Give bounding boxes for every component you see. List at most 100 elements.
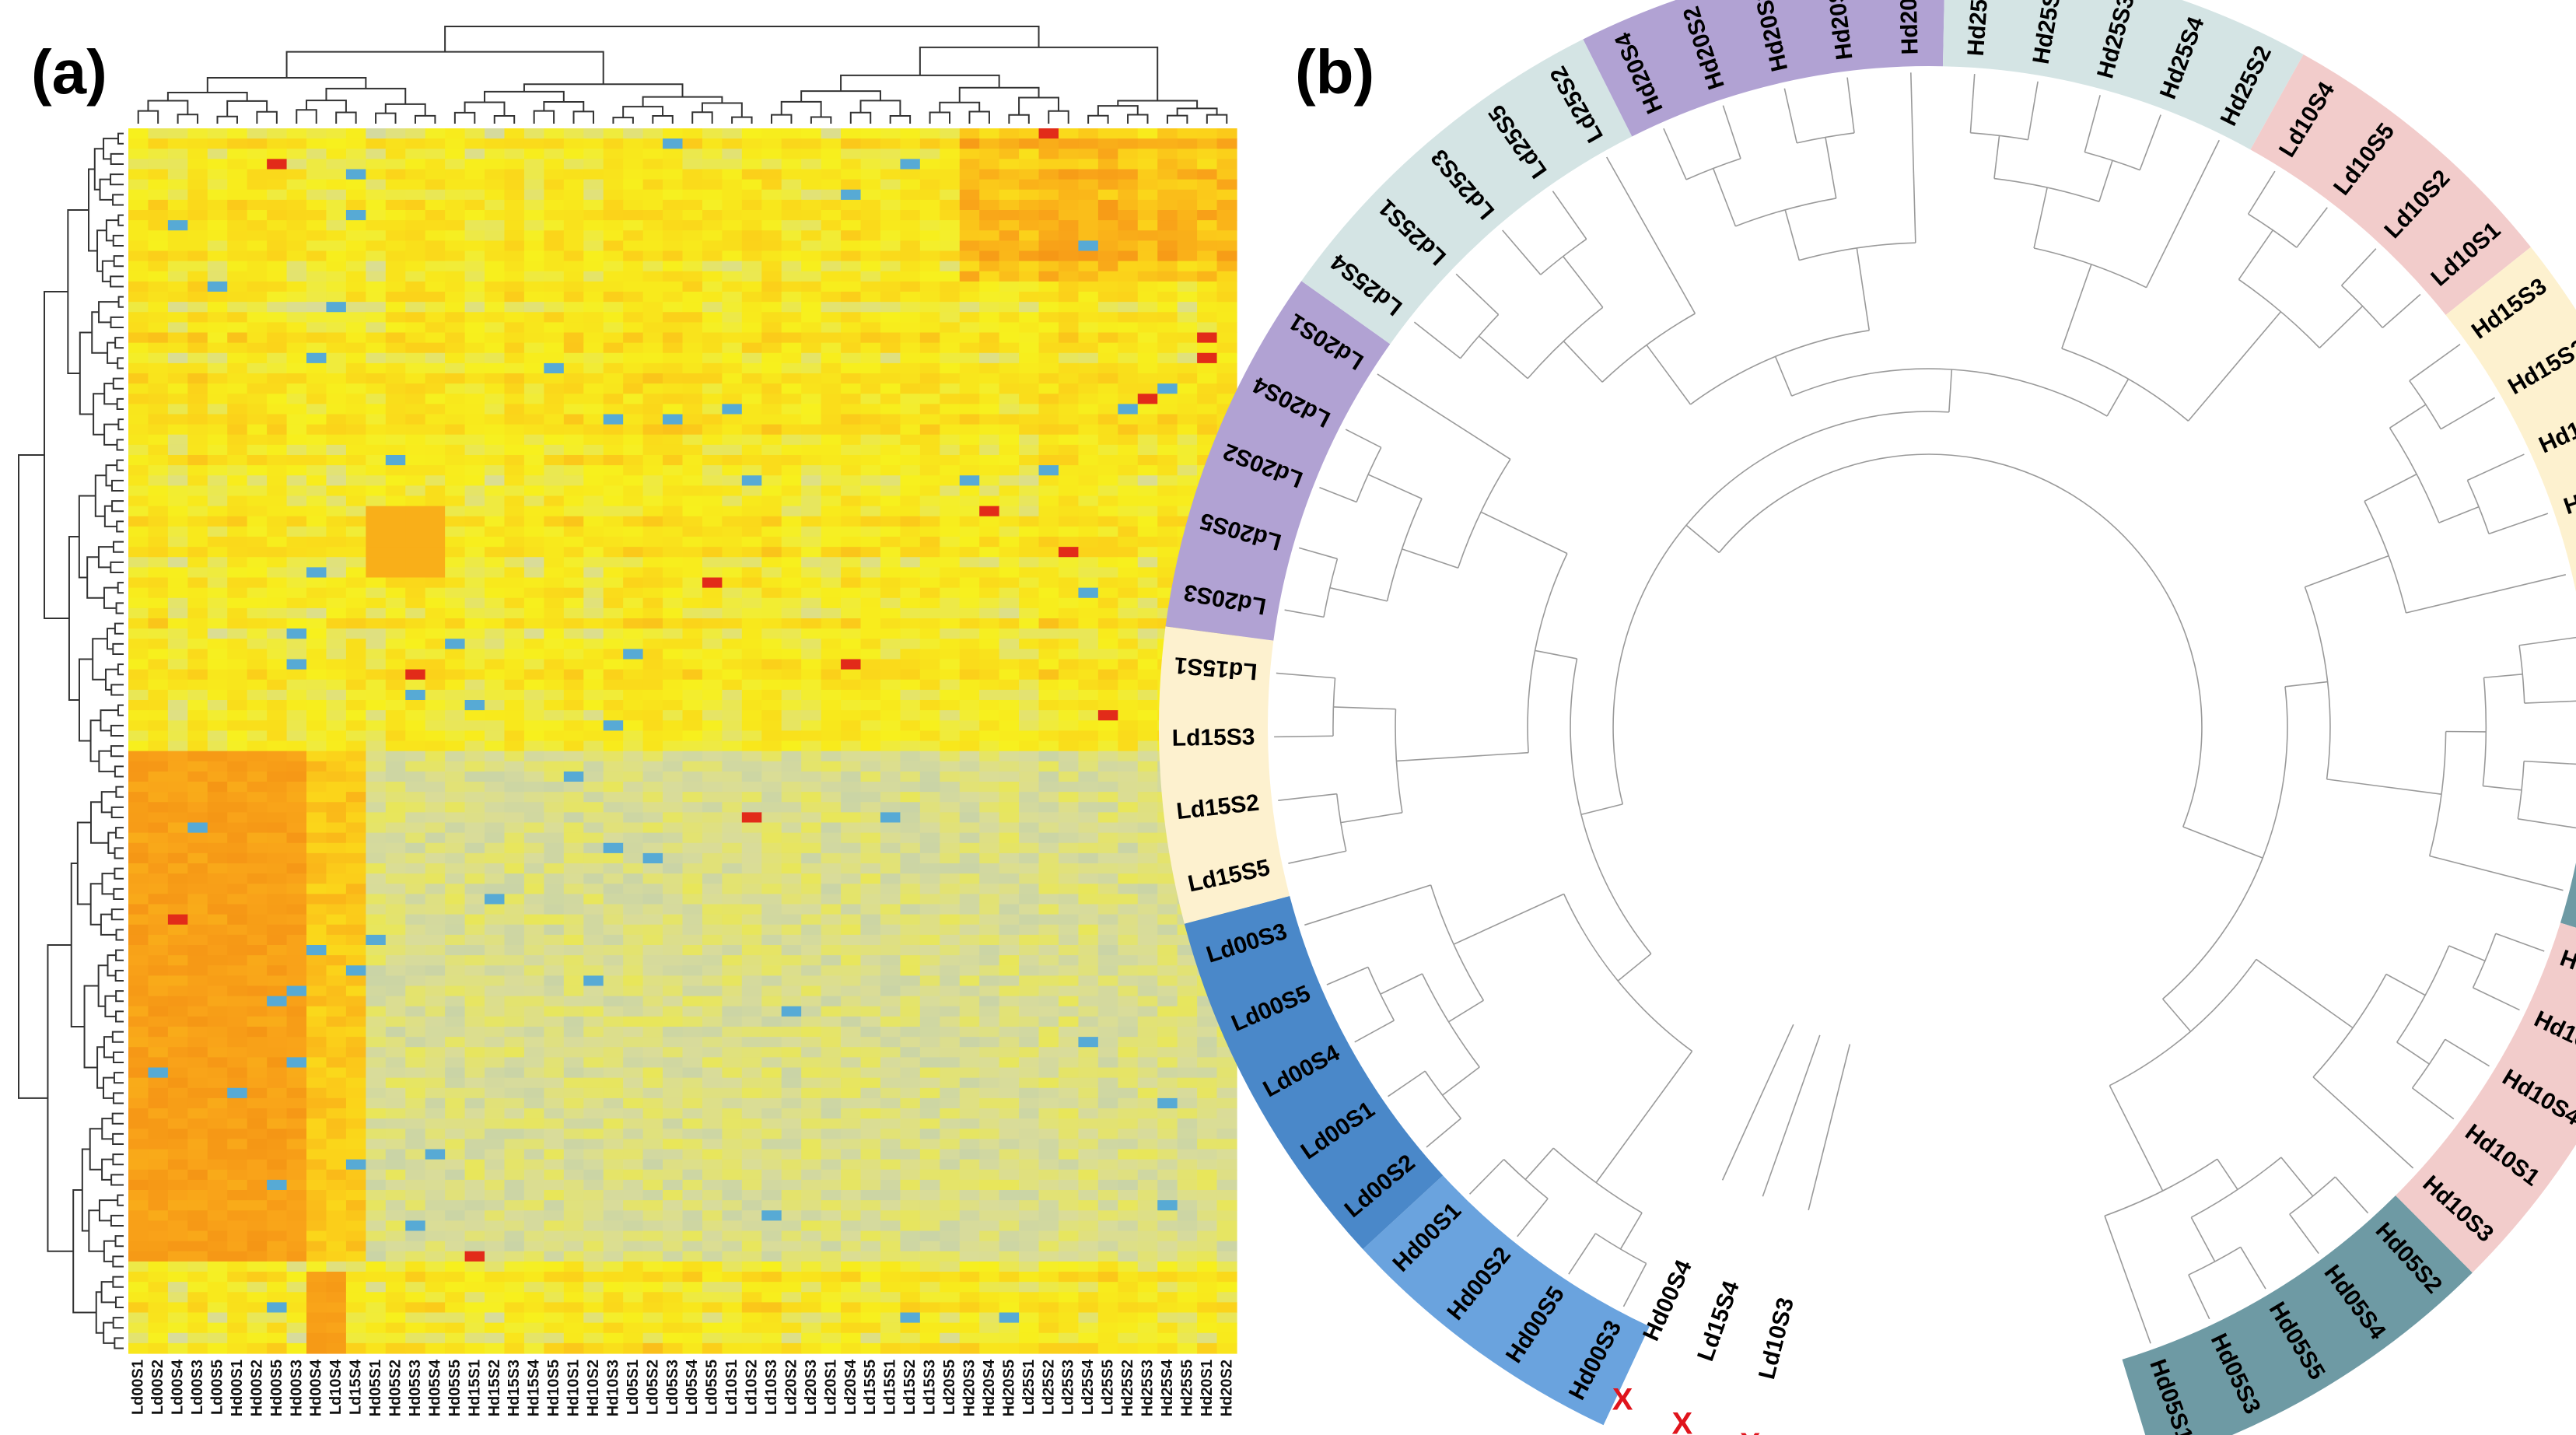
heatmap-cell <box>940 138 961 149</box>
heatmap-cell <box>267 240 288 252</box>
heatmap-cell <box>345 189 366 201</box>
heatmap-cell <box>841 128 862 139</box>
heatmap-cell <box>919 751 940 762</box>
heatmap-cell <box>1038 199 1059 211</box>
heatmap-cell <box>603 434 624 446</box>
heatmap-cell <box>940 199 961 211</box>
heatmap-cell <box>405 373 426 384</box>
heatmap-cell <box>345 312 366 323</box>
heatmap-cell <box>1078 465 1099 476</box>
heatmap-cell <box>1216 220 1237 231</box>
heatmap-cell <box>682 842 703 854</box>
heatmap-cell <box>167 414 188 425</box>
heatmap-cell <box>999 577 1020 589</box>
heatmap-cell <box>1058 700 1080 711</box>
heatmap-cell <box>841 782 862 793</box>
heatmap-cell <box>979 607 1000 619</box>
heatmap-cell <box>128 934 149 946</box>
heatmap-cell <box>425 159 446 170</box>
heatmap-cell <box>880 628 901 639</box>
heatmap-cell <box>623 383 644 394</box>
heatmap-cell <box>227 373 248 384</box>
heatmap-cell <box>940 873 961 884</box>
heatmap-cell <box>345 740 366 752</box>
heatmap-cell <box>326 362 347 374</box>
heatmap-cell <box>860 884 881 894</box>
heatmap-cell <box>563 547 584 558</box>
heatmap-cell <box>1118 955 1139 966</box>
heatmap-cell <box>940 597 961 609</box>
heatmap-cell <box>523 1027 544 1038</box>
heatmap-cell <box>267 444 288 456</box>
heatmap-cell <box>366 271 387 282</box>
heatmap-cell <box>1019 312 1040 323</box>
heatmap-cell <box>227 312 248 323</box>
heatmap-cell <box>880 485 901 497</box>
heatmap-cell <box>523 812 544 824</box>
heatmap-cell <box>583 557 604 568</box>
heatmap-cell <box>405 975 426 987</box>
heatmap-cell <box>247 985 268 997</box>
heatmap-cell <box>326 414 347 425</box>
heatmap-cell <box>405 250 426 262</box>
heatmap-cell <box>563 434 584 446</box>
heatmap-cell <box>919 547 940 558</box>
heatmap-cell <box>1078 649 1099 660</box>
heatmap-cell <box>1078 934 1099 946</box>
heatmap-cell <box>919 322 940 334</box>
heatmap-cell <box>1038 985 1059 997</box>
heatmap-cell <box>1118 904 1139 915</box>
heatmap-cell <box>1078 873 1099 884</box>
heatmap-cell <box>663 771 684 782</box>
heatmap-cell <box>722 424 743 436</box>
heatmap-cell <box>1019 822 1040 834</box>
heatmap-cell <box>1097 628 1118 639</box>
heatmap-cell <box>919 577 940 589</box>
heatmap-cell <box>919 149 940 159</box>
heatmap-cell <box>148 210 169 221</box>
heatmap-cell <box>761 689 782 701</box>
heatmap-cell <box>940 894 961 905</box>
heatmap-cell <box>1058 383 1080 394</box>
heatmap-cell <box>900 312 921 323</box>
heatmap-cell <box>128 516 149 527</box>
heatmap-cell <box>583 669 604 681</box>
heatmap-cell <box>485 597 506 609</box>
heatmap-cell <box>1019 159 1040 170</box>
heatmap-cell <box>405 904 426 915</box>
heatmap-cell <box>345 904 366 915</box>
heatmap-cell <box>326 434 347 446</box>
heatmap-cell <box>801 281 822 292</box>
heatmap-cell <box>1078 965 1099 976</box>
heatmap-cell <box>1157 945 1178 956</box>
heatmap-cell <box>1058 720 1080 731</box>
heatmap-cell <box>247 873 268 884</box>
heatmap-cell <box>385 516 406 527</box>
heatmap-cell <box>821 1006 842 1017</box>
heatmap-cell <box>1058 812 1080 824</box>
heatmap-cell <box>563 782 584 793</box>
heatmap-cell <box>167 506 188 517</box>
heatmap-cell <box>227 587 248 599</box>
heatmap-cell <box>405 771 426 782</box>
heatmap-cell <box>485 292 506 303</box>
heatmap-cell <box>187 842 208 854</box>
heatmap-cell <box>999 240 1020 252</box>
heatmap-cell <box>1137 761 1158 772</box>
heatmap-cell <box>385 659 406 670</box>
heatmap-cell <box>207 894 228 905</box>
heatmap-cell <box>663 751 684 762</box>
heatmap-cell <box>504 281 525 292</box>
heatmap-cell <box>445 884 466 894</box>
heatmap-cell <box>227 383 248 394</box>
heatmap-cell <box>167 955 188 966</box>
heatmap-cell <box>900 884 921 894</box>
heatmap-cell <box>940 710 961 721</box>
heatmap-cell <box>167 352 188 364</box>
heatmap-cell <box>1038 618 1059 629</box>
heatmap-cell <box>603 628 624 639</box>
heatmap-cell <box>1019 597 1040 609</box>
heatmap-cell <box>663 618 684 629</box>
heatmap-cell <box>741 250 762 262</box>
heatmap-cell <box>623 1006 644 1017</box>
